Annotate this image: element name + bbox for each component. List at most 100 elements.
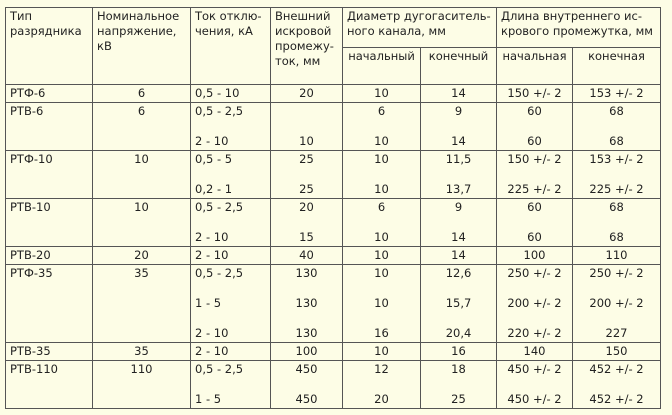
header-cell: Тип разрядника: [5, 7, 93, 85]
table-cell: 0,5 - 2,5 2 - 10: [190, 198, 271, 247]
cell-value: 6: [377, 104, 386, 118]
table-cell: 10 10 16: [342, 264, 421, 343]
table-cell: 40: [270, 246, 343, 265]
table-cell: 2 - 10: [190, 246, 271, 265]
table-cell: 18 25: [420, 360, 497, 409]
cell-value: 6: [137, 86, 146, 100]
header-subcell: начальная: [496, 47, 573, 85]
table: Тип разрядника Номинальное напряжение, кВ Ток…: [5, 7, 661, 409]
cell-value: 0,2 - 1: [195, 182, 233, 196]
table-cell: 150 +/- 2: [496, 84, 573, 103]
header-subcell: начальный: [342, 47, 421, 85]
header-line: Тип: [10, 9, 33, 23]
cell-value: 100: [295, 344, 318, 358]
cell-value: 1 - 5: [195, 296, 222, 310]
header-line: напряжение,: [97, 24, 177, 38]
table-cell: РТФ-35: [5, 264, 93, 343]
cell-value: 10: [134, 152, 149, 166]
cell-value: 140: [523, 344, 546, 358]
cell-value: 20: [134, 248, 149, 262]
table-cell: 0,5 - 2,5 2 - 10: [190, 102, 271, 151]
cell-value: 12: [374, 362, 389, 376]
table-cell: 110: [572, 246, 661, 265]
cell-value: 110: [130, 362, 153, 376]
table-cell: 14: [420, 246, 497, 265]
cell-value: 20: [299, 86, 314, 100]
table-cell: РТВ-6: [5, 102, 93, 151]
table-cell: 0,5 - 5 0,2 - 1: [190, 150, 271, 199]
table-cell: 20 15: [270, 198, 343, 247]
table-cell: 9 14: [420, 102, 497, 151]
header-line: Длина внутреннего ис-: [501, 9, 642, 23]
table-row: РТФ-6 6 0,5 - 10 20 10 14 150 +/- 2 153 +/- 2: [5, 84, 661, 103]
header-cell: Внешний искровой промежу-ток, мм: [270, 7, 343, 85]
cell-value: 130: [295, 326, 318, 340]
header-line: Номинальное: [97, 9, 180, 23]
table-cell: РТВ-110: [5, 360, 93, 409]
cell-value: РТФ-35: [10, 266, 53, 280]
table-row: РТВ-10 10 0,5 - 2,5 2 - 10 20 15 6 10 9 14 60 60 68 6…: [5, 198, 661, 247]
cell-value: 20: [374, 392, 389, 406]
cell-value: 68: [609, 104, 624, 118]
cell-value: 35: [134, 266, 149, 280]
header-line: Ток отклю-: [195, 9, 262, 23]
table-cell: 11,5 13,7: [420, 150, 497, 199]
cell-value: 450 +/- 2: [507, 362, 562, 376]
header-group: Длина внутреннего ис-крового промежутка,…: [496, 7, 661, 48]
cell-value: 10: [374, 266, 389, 280]
cell-value: 150: [605, 344, 628, 358]
table-cell: 10: [342, 84, 421, 103]
table-cell: 10: [342, 246, 421, 265]
table-cell: 140: [496, 342, 573, 361]
table-cell: 0,5 - 2,5 1 - 5: [190, 360, 271, 409]
cell-value: 10: [134, 200, 149, 214]
header-line: Диаметр дугогаситель-: [347, 9, 491, 23]
cell-value: 20,4: [445, 326, 472, 340]
cell-value: 2 - 10: [195, 344, 229, 358]
cell-value: 15: [299, 230, 314, 244]
table-cell: 450 +/- 2 450 +/- 2: [496, 360, 573, 409]
header-line: промежу-: [275, 39, 334, 53]
cell-value: 10: [374, 296, 389, 310]
table-cell: 35: [92, 342, 191, 361]
table-cell: 0,5 - 10: [190, 84, 271, 103]
cell-value: РТФ-10: [10, 152, 53, 166]
cell-value: 452 +/- 2: [589, 362, 644, 376]
table-cell: 6 10: [342, 102, 421, 151]
cell-value: 10: [374, 182, 389, 196]
header-line: искровой: [275, 24, 332, 38]
header-cell: Номинальное напряжение, кВ: [92, 7, 191, 85]
cell-value: 227: [605, 326, 628, 340]
table-cell: 0,5 - 2,5 1 - 5 2 - 10: [190, 264, 271, 343]
cell-value: 150 +/- 2: [507, 152, 562, 166]
cell-value: 68: [609, 230, 624, 244]
cell-value: 10: [374, 152, 389, 166]
cell-value: 12,6: [445, 266, 472, 280]
table-row: РТФ-10 10 0,5 - 5 0,2 - 1 25 25 10 10 11,5 13,7 15…: [5, 150, 661, 199]
cell-value: 10: [374, 86, 389, 100]
cell-value: 200 +/- 2: [589, 296, 644, 310]
cell-value: 2 - 10: [195, 230, 229, 244]
table-cell: 6: [92, 84, 191, 103]
cell-value: 25: [299, 182, 314, 196]
header-line: крового промежутка, мм: [501, 24, 653, 38]
header-subrow: начальный конечный начальная конечная: [6, 47, 661, 85]
cell-value: 25: [451, 392, 466, 406]
cell-value: 9: [454, 104, 463, 118]
header-row: Тип разрядника Номинальное напряжение, кВ Ток…: [5, 7, 661, 85]
table-cell: 14: [420, 84, 497, 103]
cell-value: РТВ-10: [10, 200, 51, 214]
table-cell: 10: [270, 102, 343, 151]
table-cell: 6 10: [342, 198, 421, 247]
header-line: ного канала, мм: [347, 24, 446, 38]
cell-value: 16: [451, 344, 466, 358]
cell-value: 20: [299, 200, 314, 214]
header-subcell: конечный: [420, 47, 497, 85]
cell-value: 130: [295, 296, 318, 310]
cell-value: 0,5 - 2,5: [195, 362, 244, 376]
header-line: разрядника: [10, 24, 82, 38]
cell-value: 10: [299, 134, 314, 148]
table-cell: 250 +/- 2 200 +/- 2 220 +/- 2: [496, 264, 573, 343]
table-cell: РТФ-6: [5, 84, 93, 103]
